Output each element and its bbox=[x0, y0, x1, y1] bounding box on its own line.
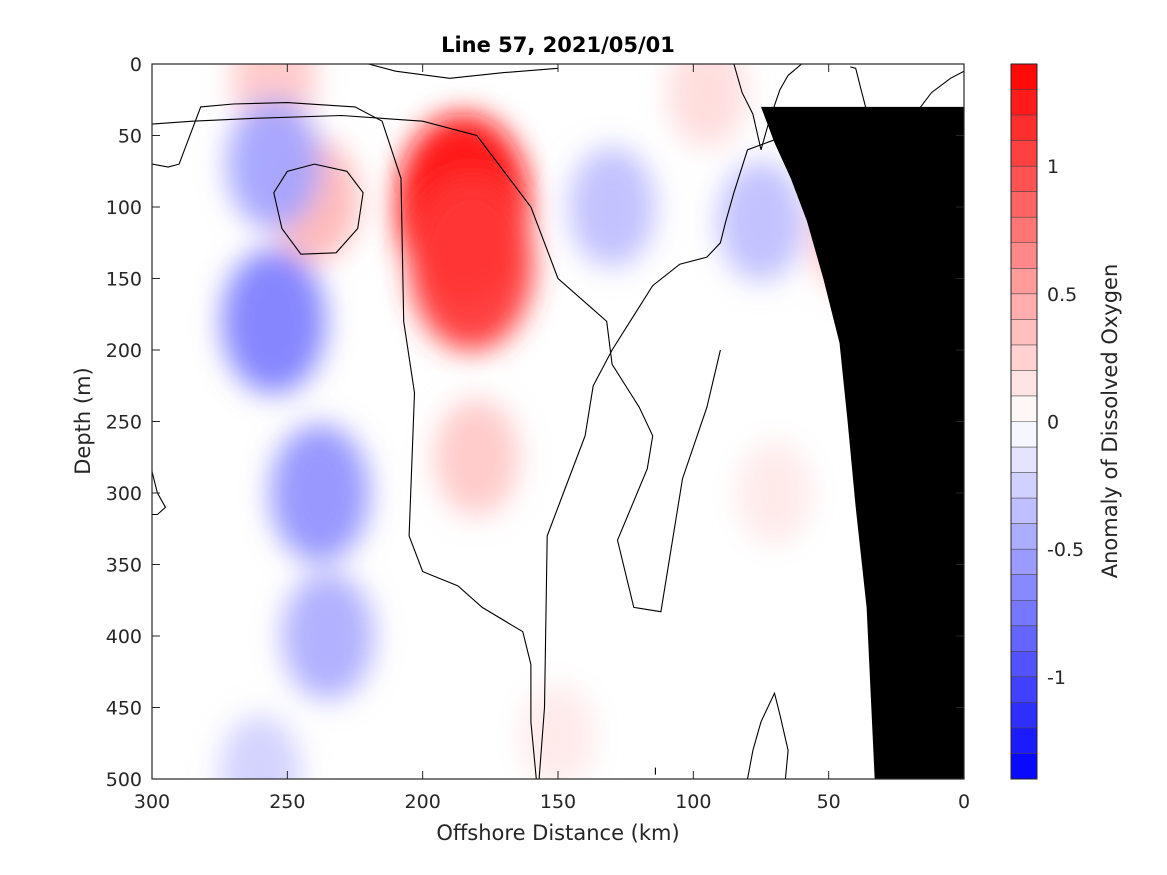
colorbar-swatch bbox=[1011, 702, 1037, 729]
colorbar-swatch bbox=[1011, 140, 1037, 167]
colorbar-swatch bbox=[1011, 727, 1037, 754]
x-axis: 300 250 200 150 100 50 0 bbox=[134, 64, 970, 813]
zero-contour-line bbox=[733, 64, 802, 150]
colorbar-swatch bbox=[1011, 549, 1037, 576]
colorbar-swatch bbox=[1011, 319, 1037, 346]
colorbar-ticks: 1 0.5 0 -0.5 -1 bbox=[1047, 156, 1084, 689]
anomaly-blob bbox=[226, 98, 321, 230]
colorbar-swatch bbox=[1011, 344, 1037, 371]
colorbar-swatch bbox=[1011, 651, 1037, 678]
colorbar-swatch bbox=[1011, 600, 1037, 627]
x-tick-label: 0 bbox=[958, 791, 970, 813]
colorbar-frame bbox=[1010, 63, 1038, 780]
y-tick-label: 400 bbox=[106, 626, 142, 648]
colorbar-swatch bbox=[1011, 64, 1037, 90]
colorbar-swatch bbox=[1011, 268, 1037, 295]
x-tick-label: 300 bbox=[134, 791, 170, 813]
anomaly-blob bbox=[667, 64, 747, 148]
colorbar-swatch bbox=[1011, 421, 1037, 448]
colorbar-swatch bbox=[1011, 753, 1037, 780]
colorbar-swatch bbox=[1011, 89, 1037, 116]
zero-contour-line bbox=[152, 102, 537, 779]
colorbar-swatch bbox=[1011, 293, 1037, 320]
y-tick-label: 100 bbox=[106, 197, 142, 219]
colorbar-swatch bbox=[1011, 370, 1037, 397]
y-tick-label: 200 bbox=[106, 340, 142, 362]
colorbar bbox=[1010, 63, 1038, 780]
anomaly-blob bbox=[568, 146, 656, 268]
x-axis-label: Offshore Distance (km) bbox=[436, 821, 679, 845]
y-tick-label: 350 bbox=[106, 555, 142, 577]
y-tick-label: 0 bbox=[130, 54, 142, 76]
anomaly-blob bbox=[434, 398, 519, 516]
x-tick-label: 100 bbox=[675, 791, 711, 813]
colorbar-swatch bbox=[1011, 166, 1037, 192]
y-tick-label: 450 bbox=[106, 698, 142, 720]
x-tick-label: 50 bbox=[817, 791, 841, 813]
y-tick-label: 300 bbox=[106, 483, 142, 505]
colorbar-tick-label: -1 bbox=[1047, 667, 1066, 689]
colorbar-tick-label: 0 bbox=[1047, 412, 1059, 434]
anomaly-blob bbox=[282, 572, 374, 700]
colorbar-swatch bbox=[1011, 217, 1037, 244]
zero-contour-line bbox=[273, 163, 364, 255]
zero-contour-line bbox=[368, 64, 559, 79]
colorbar-tick-label: 0.5 bbox=[1047, 284, 1077, 306]
colorbar-tick-label: 1 bbox=[1047, 156, 1059, 178]
y-tick-label: 500 bbox=[106, 769, 142, 791]
bathymetry-fill bbox=[761, 106, 964, 779]
colorbar-swatch bbox=[1011, 574, 1037, 601]
zero-contour-line bbox=[746, 691, 789, 779]
y-tick-label: 150 bbox=[106, 269, 142, 291]
x-tick-label: 150 bbox=[540, 791, 576, 813]
zero-contour-line bbox=[152, 114, 721, 613]
anomaly-blob bbox=[219, 715, 302, 779]
y-axis: 0 50 100 150 200 250 300 350 400 450 500 bbox=[106, 54, 964, 791]
y-tick-label: 250 bbox=[106, 412, 142, 434]
y-tick-label: 50 bbox=[118, 126, 142, 148]
x-tick-label: 250 bbox=[269, 791, 305, 813]
colorbar-swatch bbox=[1011, 498, 1037, 524]
colorbar-swatch bbox=[1011, 625, 1037, 652]
anomaly-blob bbox=[736, 440, 813, 546]
chart-title: Line 57, 2021/05/01 bbox=[441, 33, 675, 57]
x-tick-label: 200 bbox=[405, 791, 441, 813]
colorbar-label: Anomaly of Dissolved Oxygen bbox=[1098, 264, 1122, 579]
colorbar-swatch bbox=[1011, 242, 1037, 269]
colorbar-tick-label: -0.5 bbox=[1047, 539, 1084, 561]
anomaly-blob bbox=[221, 248, 327, 395]
colorbar-swatch bbox=[1011, 523, 1037, 550]
colorbar-swatch bbox=[1011, 395, 1037, 422]
colorbar-swatch bbox=[1011, 447, 1037, 473]
bathymetry bbox=[761, 106, 964, 779]
plot-area bbox=[151, 63, 965, 780]
zero-contour-line bbox=[152, 471, 167, 516]
anomaly-blob bbox=[717, 160, 805, 282]
colorbar-swatch bbox=[1011, 676, 1037, 703]
anomaly-blob bbox=[270, 423, 370, 563]
colorbar-swatch bbox=[1011, 115, 1037, 141]
anomaly-blob bbox=[409, 177, 534, 351]
anomaly-blob bbox=[520, 683, 596, 779]
colorbar-swatch bbox=[1011, 191, 1037, 218]
colorbar-swatch bbox=[1011, 472, 1037, 499]
y-axis-label: Depth (m) bbox=[71, 367, 95, 474]
